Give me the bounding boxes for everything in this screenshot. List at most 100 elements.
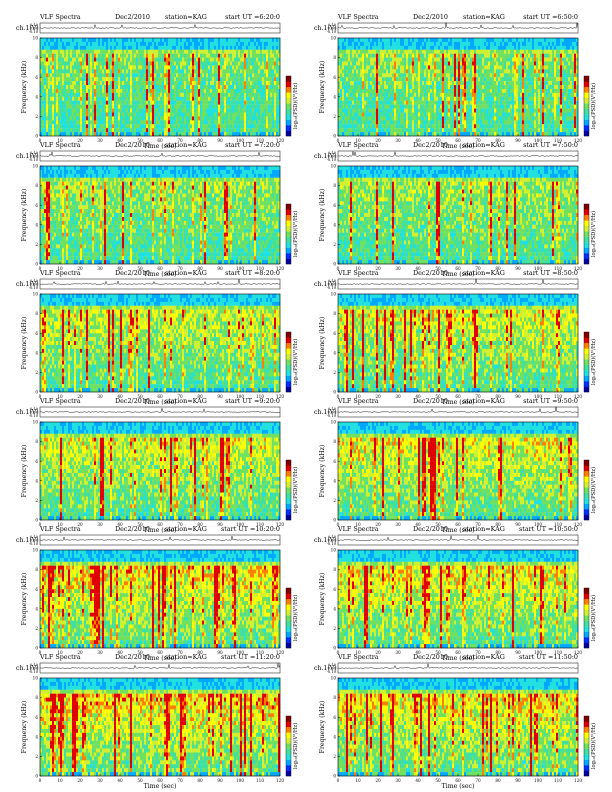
spectrogram-cell — [242, 132, 244, 136]
spectrogram-cell — [430, 58, 432, 62]
spectrogram-cell — [106, 73, 108, 77]
spectrogram-cell — [448, 132, 450, 136]
spectrogram-cell — [178, 42, 180, 46]
spectrogram-cell — [90, 42, 92, 46]
spectrogram-cell — [156, 120, 158, 124]
spectrogram-cell — [144, 38, 146, 42]
spectrogram-cell — [56, 46, 58, 50]
spectrogram-cell — [156, 58, 158, 62]
spectrogram-cell — [106, 109, 108, 113]
spectrogram-cell — [102, 128, 104, 132]
spectrogram-cell — [472, 65, 474, 69]
spectrogram-cell — [84, 65, 86, 69]
spectrogram-cell — [152, 97, 154, 101]
spectrogram-cell — [386, 93, 388, 97]
spectrogram-cell — [106, 124, 108, 128]
spectrogram-cell — [94, 42, 96, 46]
spectrogram-cell — [368, 128, 370, 132]
spectrogram-cell — [268, 73, 270, 77]
spectrogram-cell — [250, 73, 252, 77]
spectrogram-cell — [338, 69, 340, 73]
spectrogram-cell — [350, 101, 352, 105]
spectrogram-cell — [40, 73, 42, 77]
spectrogram-cell — [160, 93, 162, 97]
spectrogram-cell — [454, 65, 456, 69]
spectrogram-cell — [402, 97, 404, 101]
spectrogram-cell — [168, 89, 170, 93]
spectrogram-cell — [102, 50, 104, 54]
spectrogram-cell — [396, 116, 398, 120]
spectrogram-cell — [224, 54, 226, 58]
spectrogram-cell — [458, 109, 460, 113]
spectrogram-cell — [448, 77, 450, 81]
spectrogram-cell — [76, 69, 78, 73]
spectrogram-cell — [222, 89, 224, 93]
spectrogram-cell — [150, 112, 152, 116]
spectrogram-cell — [338, 89, 340, 93]
spectrogram-cell — [466, 62, 468, 66]
spectrogram-cell — [158, 89, 160, 93]
spectrogram-cell — [442, 97, 444, 101]
spectrogram-cell — [182, 124, 184, 128]
spectrogram-cell — [48, 132, 50, 136]
spectrogram-cell — [76, 109, 78, 113]
spectrogram-cell — [228, 89, 230, 93]
spectrogram-cell — [52, 65, 54, 69]
spectrogram-cell — [82, 62, 84, 66]
spectrogram-cell — [464, 89, 466, 93]
spectrogram-cell — [406, 109, 408, 113]
spectrogram-cell — [72, 65, 74, 69]
spectrogram-cell — [210, 116, 212, 120]
spectrogram-cell — [348, 109, 350, 113]
spectrogram-cell — [96, 42, 98, 46]
spectrogram-cell — [484, 97, 486, 101]
spectrogram-cell — [424, 38, 426, 42]
spectrogram-cell — [96, 89, 98, 93]
spectrogram-cell — [426, 81, 428, 85]
spectrogram-cell — [486, 58, 488, 62]
spectrogram-cell — [190, 124, 192, 128]
spectrogram-cell — [458, 54, 460, 58]
spectrogram-cell — [240, 50, 242, 54]
spectrogram-cell — [152, 65, 154, 69]
spectrogram-cell — [114, 105, 116, 109]
spectrogram-cell — [112, 58, 114, 62]
spectrogram-cell — [274, 124, 276, 128]
spectrogram-cell — [180, 112, 182, 116]
spectrogram-cell — [478, 50, 480, 54]
spectrogram-cell — [352, 128, 354, 132]
spectrogram-cell — [394, 65, 396, 69]
spectrogram-cell — [246, 93, 248, 97]
spectrogram-cell — [64, 97, 66, 101]
spectrogram-cell — [386, 42, 388, 46]
spectrogram-cell — [470, 62, 472, 66]
spectrogram-cell — [244, 120, 246, 124]
spectrogram-cell — [374, 124, 376, 128]
spectrogram-cell — [340, 58, 342, 62]
spectrogram-cell — [118, 65, 120, 69]
spectrogram-cell — [242, 42, 244, 46]
spectrogram-cell — [472, 50, 474, 54]
spectrogram-cell — [110, 116, 112, 120]
spectrogram-cell — [64, 54, 66, 58]
spectrogram-cell — [178, 116, 180, 120]
spectrogram-cell — [424, 54, 426, 58]
spectrogram-cell — [462, 54, 464, 58]
spectrogram-cell — [268, 46, 270, 50]
spectrogram-cell — [120, 58, 122, 62]
spectrogram-cell — [120, 124, 122, 128]
spectrogram-cell — [486, 93, 488, 97]
spectrogram-cell — [466, 42, 468, 46]
spectrogram-cell — [268, 101, 270, 105]
spectrogram-cell — [254, 128, 256, 132]
spectrogram-cell — [82, 93, 84, 97]
spectrogram-cell — [400, 69, 402, 73]
spectrogram-cell — [274, 116, 276, 120]
spectrogram-cell — [178, 38, 180, 42]
spectrogram-cell — [104, 109, 106, 113]
spectrogram-cell — [102, 120, 104, 124]
spectrogram-cell — [136, 97, 138, 101]
spectrogram-cell — [168, 50, 170, 54]
spectrogram-cell — [146, 97, 148, 101]
spectrogram-cell — [158, 105, 160, 109]
